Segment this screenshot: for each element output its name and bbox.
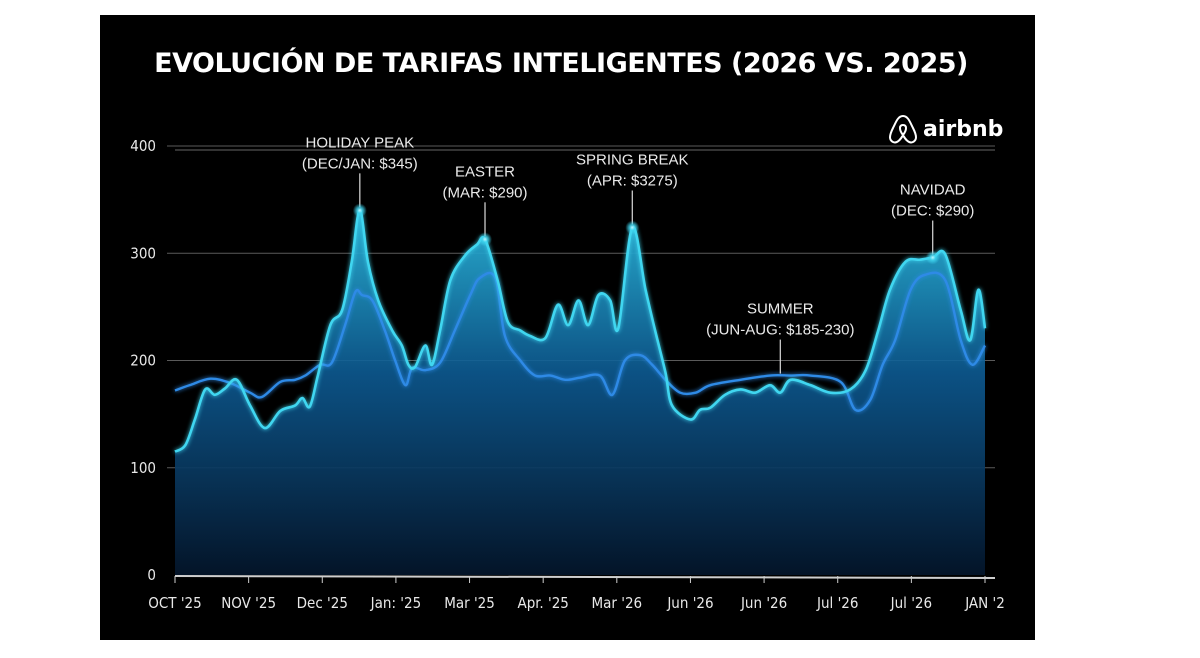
x-tick-label: Jun '26 <box>740 594 787 612</box>
annotation-title: SUMMER <box>747 301 814 318</box>
x-tick-label: Jul '26 <box>816 594 858 612</box>
y-tick-label: 400 <box>130 137 156 155</box>
x-tick-label: Jan: '25 <box>370 594 422 612</box>
x-tick-label: Mar '26 <box>592 594 643 612</box>
annotation-peak-marker <box>478 232 493 247</box>
x-tick-label: Jun '26 <box>666 594 713 612</box>
annotation-peak-marker <box>925 250 940 265</box>
y-tick-label: 100 <box>130 459 156 477</box>
airbnb-wordmark: airbnb <box>923 117 1003 142</box>
airbnb-logo: airbnb <box>889 114 1003 144</box>
annotation-value: (MAR: $290) <box>442 184 527 201</box>
chart-title: EVOLUCIÓN DE TARIFAS INTELIGENTES (2026 … <box>154 47 968 79</box>
x-tick-label: Mar '25 <box>444 594 495 612</box>
x-tick-label: Dec '25 <box>297 594 348 612</box>
x-tick-label: Apr. '25 <box>517 594 568 612</box>
x-axis-line <box>174 575 996 579</box>
x-tick-label: Jul '26 <box>890 594 932 612</box>
annotation-title: SPRING BREAK <box>576 152 689 169</box>
y-tick-label: 200 <box>130 352 156 370</box>
annotation-title: HOLIDAY PEAK <box>305 134 414 151</box>
y-tick-label: 0 <box>147 566 156 584</box>
x-tick-label: OCT '25 <box>148 594 201 612</box>
x-tick-label: JAN '2 <box>964 594 1005 612</box>
annotation-peak-marker <box>352 203 367 218</box>
y-tick-label: 300 <box>130 244 156 262</box>
series-2026-area <box>175 210 985 575</box>
annotation-title: NAVIDAD <box>900 182 966 199</box>
annotation-value: (JUN-AUG: $185-230) <box>706 322 854 339</box>
x-tick-label: NOV '25 <box>221 594 276 612</box>
annotation-value: (DEC: $290) <box>891 203 974 220</box>
annotation-peak-marker <box>625 220 640 235</box>
annotation-title: EASTER <box>455 163 515 180</box>
airbnb-logo-icon <box>889 114 917 144</box>
series-2026-line <box>174 209 987 453</box>
annotation-value: (APR: $3275) <box>587 173 678 190</box>
annotation-value: (DEC/JAN: $345) <box>302 155 418 172</box>
